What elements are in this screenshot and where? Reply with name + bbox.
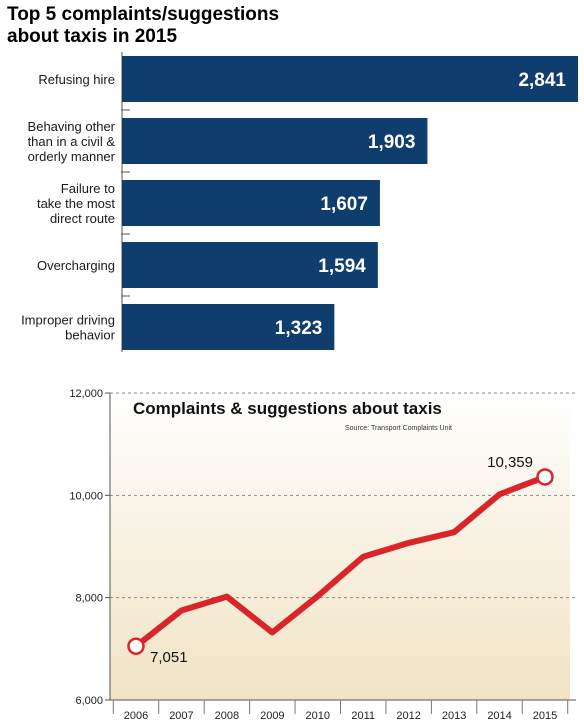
line-axes-group: 6,000 8,000 10,000 12,000 2006 2007 2008 2009 20… bbox=[69, 388, 576, 722]
data-point-label: 7,051 bbox=[150, 649, 188, 666]
line-plot-background bbox=[110, 393, 570, 700]
x-tick-label: 2007 bbox=[169, 710, 193, 722]
bar-marks-group: 2,841 Refusing hire 1,903 Behaving other tha… bbox=[21, 56, 578, 350]
bar-category-label: Failure to take the most direct route bbox=[37, 181, 115, 226]
x-tick-label: 2013 bbox=[442, 710, 466, 722]
bar-value-label: 1,607 bbox=[320, 194, 368, 215]
bar-chart-title: Top 5 complaints/suggestions about taxis… bbox=[7, 4, 280, 47]
x-tick-label: 2010 bbox=[306, 710, 330, 722]
x-tick-label: 2012 bbox=[396, 710, 420, 722]
bar bbox=[122, 304, 335, 350]
x-tick-label: 2006 bbox=[124, 710, 148, 722]
y-tick-label: 8,000 bbox=[75, 593, 103, 605]
bar-chart: 2,841 Refusing hire 1,903 Behaving other tha… bbox=[21, 52, 578, 352]
bar-category-label: Improper driving behavior bbox=[21, 313, 116, 343]
bar-value-label: 1,903 bbox=[368, 132, 416, 153]
bar-value-label: 1,594 bbox=[318, 256, 366, 277]
x-tick-label: 2014 bbox=[487, 710, 511, 722]
line-chart-source: Source: Transport Complaints Unit bbox=[345, 425, 452, 432]
data-point-marker bbox=[127, 637, 145, 655]
series-line bbox=[133, 473, 548, 650]
x-tick-label: 2015 bbox=[533, 710, 557, 722]
y-tick-label: 10,000 bbox=[69, 490, 103, 502]
x-tick-label: 2011 bbox=[351, 710, 375, 722]
bar bbox=[122, 180, 380, 226]
line-chart-title: Complaints & suggestions about taxis bbox=[133, 399, 442, 418]
bar bbox=[122, 242, 378, 288]
bar-value-label: 2,841 bbox=[518, 70, 566, 91]
y-tick-label: 6,000 bbox=[75, 695, 103, 707]
bar bbox=[122, 56, 578, 102]
bar-value-label: 1,323 bbox=[275, 318, 323, 339]
line-marks-group: 7,051 10,359 bbox=[127, 454, 554, 666]
data-point-marker bbox=[536, 468, 554, 486]
bar-category-label: Behaving other than in a civil & orderly m… bbox=[28, 119, 116, 164]
x-tick-label: 2008 bbox=[215, 710, 239, 722]
data-point-label: 10,359 bbox=[487, 454, 533, 471]
bar-category-label: Overcharging bbox=[37, 258, 115, 273]
bar bbox=[122, 118, 428, 164]
bar-category-label: Refusing hire bbox=[38, 72, 115, 87]
x-tick-label: 2009 bbox=[260, 710, 284, 722]
y-tick-label: 12,000 bbox=[69, 388, 103, 400]
